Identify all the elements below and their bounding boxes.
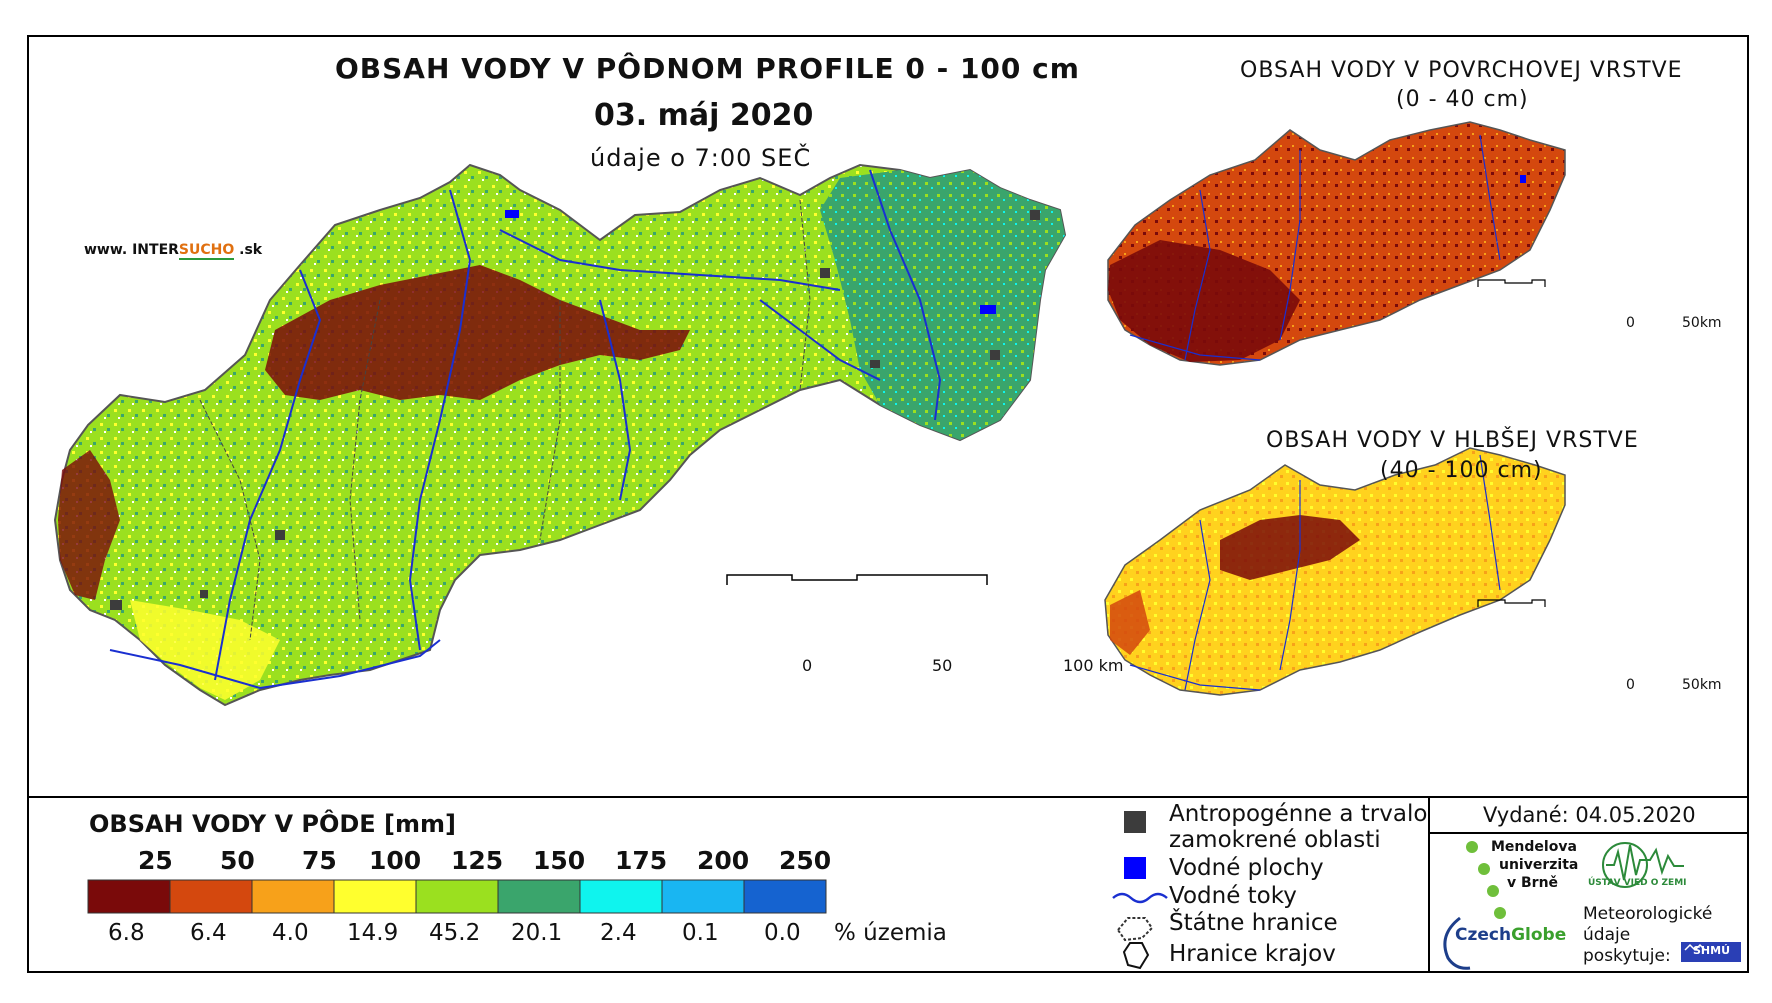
legend-swatch-4 <box>415 879 499 914</box>
issued-date: Vydané: 04.05.2020 <box>1483 803 1696 827</box>
ustav-logo <box>1602 842 1684 888</box>
shmu-logo-text: SHMÚ <box>1693 944 1731 957</box>
main-map-east-zone <box>820 170 1065 440</box>
website-link[interactable]: www. INTERSUCHO .sk <box>84 242 263 260</box>
legend-percent-1: 6.4 <box>190 920 227 946</box>
mendelu-line3: v Brně <box>1507 875 1559 891</box>
river-symbol <box>1112 892 1168 904</box>
website-prefix: www. INTER <box>84 242 179 258</box>
main-map-dry-zone-west <box>58 450 120 600</box>
issued-divider <box>1428 832 1749 834</box>
legend-threshold-50: 50 <box>220 846 255 875</box>
legend-percent-3: 14.9 <box>347 920 399 946</box>
meteo-line3: poskytuje: <box>1583 946 1671 966</box>
inset-deep-title: OBSAH VODY V HLBŠEJ VRSTVE <box>1266 428 1639 453</box>
meteo-line1: Meteorologické <box>1583 904 1713 924</box>
credits-divider <box>1428 796 1430 973</box>
inset-deep-scale-0: 0 <box>1626 677 1635 693</box>
inset-surface-map <box>1107 121 1566 366</box>
legend-swatch-7 <box>661 879 745 914</box>
state-border-symbol <box>1116 917 1154 942</box>
legend-percent-unit: % územia <box>834 920 947 946</box>
legend-percent-5: 20.1 <box>511 920 563 946</box>
czechglobe-logo-swoosh <box>1443 916 1471 970</box>
inset-deep-map <box>1104 447 1566 696</box>
legend-swatch-2 <box>251 879 335 914</box>
legend-threshold-25: 25 <box>138 846 173 875</box>
mendelu-logo <box>1466 841 1506 919</box>
main-map-title: OBSAH VODY V PÔDNOM PROFILE 0 - 100 cm <box>335 52 1080 85</box>
legend-swatch-1 <box>169 879 253 914</box>
ustav-logo-text: ÚSTAV VIED O ZEMI <box>1588 878 1687 888</box>
main-map-water-area-2 <box>505 210 519 218</box>
inset-surface-subtitle: (0 - 40 cm) <box>1396 87 1529 112</box>
main-map-date: 03. máj 2020 <box>594 98 814 133</box>
website-suffix: .sk <box>234 242 263 258</box>
legend-threshold-200: 200 <box>697 846 750 875</box>
main-map-yellow-zone <box>130 600 280 700</box>
water-area-symbol <box>1124 857 1146 879</box>
main-map-region-borders <box>199 199 811 641</box>
legend-percent-8: 0.0 <box>764 920 801 946</box>
symbol-rivers: Vodné toky <box>1169 883 1297 909</box>
legend-percent-6: 2.4 <box>600 920 637 946</box>
inset-surface-scale-0: 0 <box>1626 315 1635 331</box>
legend-percent-4: 45.2 <box>429 920 481 946</box>
inset-deep-scale <box>1477 599 1546 607</box>
inset-surface-title: OBSAH VODY V POVRCHOVEJ VRSTVE <box>1240 58 1683 83</box>
legend-title: OBSAH VODY V PÔDE [mm] <box>89 810 457 838</box>
main-scale-label-50: 50 <box>932 656 953 675</box>
legend-percent-2: 4.0 <box>272 920 309 946</box>
website-brand: SUCHO <box>178 242 235 260</box>
inset-surface-scale-50: 50km <box>1682 315 1722 331</box>
legend-threshold-150: 150 <box>533 846 586 875</box>
legend-percent-7: 0.1 <box>682 920 719 946</box>
inset-deep-scale-50: 50km <box>1682 677 1722 693</box>
legend-threshold-75: 75 <box>302 846 337 875</box>
czechglobe-logo-text: CzechGlobe <box>1455 925 1567 945</box>
symbol-state-border: Štátne hranice <box>1169 910 1338 936</box>
legend-divider <box>27 796 1749 798</box>
legend-threshold-100: 100 <box>369 846 422 875</box>
main-map-water-area <box>980 305 996 314</box>
legend-swatch-5 <box>497 879 581 914</box>
mendelu-line1: Mendelova <box>1491 839 1577 855</box>
legend-swatch-6 <box>579 879 663 914</box>
anthropogenic-symbol <box>1124 811 1146 833</box>
main-map-anthropogenic-areas <box>110 210 1040 610</box>
symbol-region-border: Hranice krajov <box>1169 941 1336 967</box>
inset-surface-scale <box>1477 279 1546 287</box>
mendelu-line2: univerzita <box>1499 857 1579 873</box>
legend-swatch-0 <box>87 879 171 914</box>
legend-swatch-3 <box>333 879 417 914</box>
legend-threshold-250: 250 <box>779 846 832 875</box>
main-scale-label-0: 0 <box>802 656 813 675</box>
main-scale-label-100: 100 km <box>1063 656 1124 675</box>
legend-color-bar <box>87 879 827 914</box>
main-scale-bar <box>726 574 988 585</box>
symbol-water-areas: Vodné plochy <box>1169 855 1324 881</box>
legend-percent-0: 6.8 <box>108 920 145 946</box>
legend-swatch-8 <box>743 879 827 914</box>
shmu-logo <box>1681 942 1741 962</box>
main-map-time-note: údaje o 7:00 SEČ <box>590 144 812 172</box>
main-map-dry-zone-center <box>265 265 690 400</box>
symbol-anthropogenic-line2: zamokrené oblasti <box>1169 827 1381 853</box>
meteo-line2: údaje <box>1583 925 1631 945</box>
main-map-rivers <box>109 169 942 690</box>
legend-threshold-175: 175 <box>615 846 668 875</box>
inset-deep-subtitle: (40 - 100 cm) <box>1380 458 1543 483</box>
symbol-anthropogenic-line1: Antropogénne a trvalo <box>1169 801 1428 827</box>
legend-threshold-125: 125 <box>451 846 504 875</box>
map-frame <box>27 35 1749 973</box>
main-map <box>53 163 1067 707</box>
region-border-symbol <box>1122 942 1150 970</box>
